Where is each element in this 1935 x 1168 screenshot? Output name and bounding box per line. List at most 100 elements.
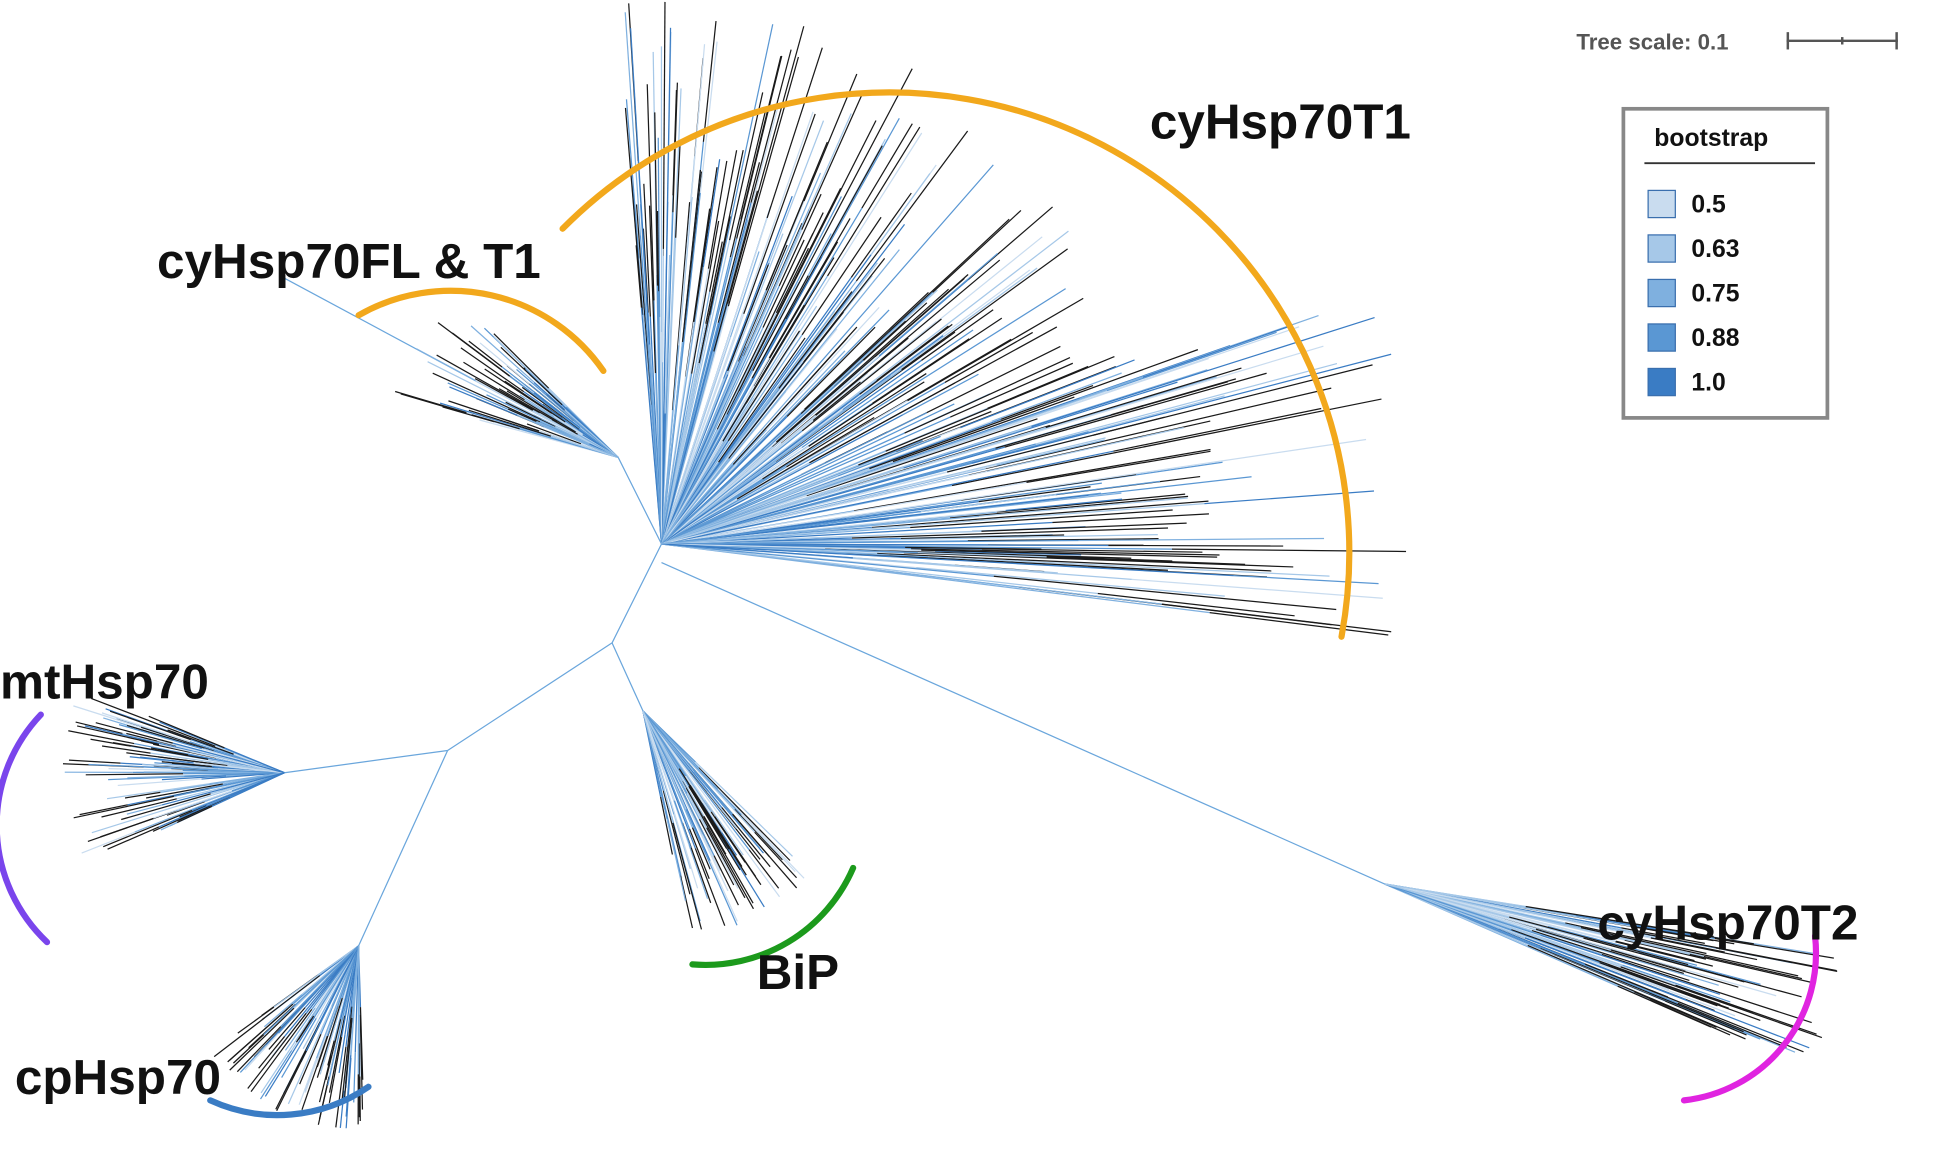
branch: [314, 945, 360, 1017]
branch: [359, 1007, 364, 1080]
branch: [662, 1, 666, 256]
branch: [68, 730, 135, 745]
branch: [1384, 883, 1651, 939]
branch: [88, 763, 129, 767]
branch: [736, 416, 875, 500]
branch: [1233, 574, 1379, 585]
branch: [460, 347, 525, 393]
branch: [833, 224, 906, 318]
branch: [1045, 367, 1242, 429]
branch: [1209, 612, 1389, 636]
branch: [774, 196, 842, 325]
branch: [1675, 984, 1754, 1013]
branch: [660, 323, 707, 545]
branch: [661, 359, 922, 545]
branch: [299, 1034, 322, 1085]
clade-arc: [689, 864, 857, 968]
branch: [661, 426, 1046, 545]
branch: [1677, 1002, 1787, 1048]
branch: [1680, 990, 1761, 1021]
branch: [157, 756, 228, 767]
branch: [1601, 953, 1812, 1024]
branch: [679, 875, 694, 929]
branch: [302, 1018, 320, 1050]
branch: [839, 309, 890, 361]
branch: [439, 402, 543, 435]
branch: [801, 329, 974, 449]
branch: [916, 566, 1225, 597]
branch: [722, 304, 805, 442]
branch: [727, 56, 800, 307]
branch: [1535, 928, 1685, 975]
branch: [661, 530, 982, 545]
branch: [643, 183, 651, 317]
branch: [804, 292, 929, 410]
branch: [778, 193, 822, 287]
clade-label: BiP: [757, 945, 839, 1000]
branch: [661, 462, 973, 545]
legend-swatch: [1647, 278, 1676, 308]
branch: [648, 205, 657, 374]
branch: [1565, 922, 1707, 955]
branch: [771, 274, 969, 447]
branch: [90, 697, 216, 747]
branch: [516, 368, 542, 392]
branch: [726, 26, 805, 304]
branch: [672, 822, 703, 930]
clade-arc: [1680, 932, 1820, 1104]
branch: [642, 710, 736, 837]
branch: [1527, 944, 1746, 1040]
branch: [709, 150, 738, 292]
branch: [815, 372, 869, 418]
branch: [128, 765, 285, 774]
branch: [664, 255, 671, 414]
branch: [661, 561, 1386, 885]
branch: [484, 368, 553, 414]
branch: [345, 1055, 352, 1117]
branch: [468, 340, 503, 368]
branch: [533, 382, 565, 411]
branch: [659, 796, 674, 855]
legend-box: [1621, 106, 1830, 420]
branch: [91, 819, 132, 834]
branch: [1634, 991, 1717, 1028]
branch: [842, 335, 944, 411]
branch: [661, 446, 1005, 545]
branch: [81, 831, 135, 854]
branch: [1081, 376, 1217, 419]
branch: [1599, 962, 1705, 1002]
branch: [1584, 963, 1804, 1053]
branch: [157, 739, 236, 761]
branch: [533, 392, 581, 429]
branch: [79, 804, 128, 816]
branch: [328, 1037, 343, 1103]
branch: [686, 792, 739, 889]
branch: [304, 1026, 330, 1093]
branch: [821, 412, 928, 466]
branch: [229, 1007, 295, 1071]
branch: [681, 169, 702, 342]
branch: [723, 195, 793, 379]
branch: [869, 349, 1199, 470]
branch: [1078, 537, 1325, 542]
branch: [762, 373, 927, 480]
branch: [107, 826, 160, 850]
branch: [661, 378, 877, 545]
branch: [263, 994, 303, 1028]
branch: [236, 1026, 282, 1073]
branch: [661, 472, 1141, 545]
branch: [745, 172, 822, 347]
branch: [1026, 450, 1211, 483]
branch: [753, 132, 923, 399]
branch: [1624, 939, 1707, 960]
branch: [768, 218, 851, 359]
branch: [646, 84, 655, 301]
branch: [172, 742, 285, 774]
branch: [727, 264, 769, 372]
branch: [967, 538, 1159, 542]
branch: [661, 494, 1089, 545]
branch: [857, 533, 1158, 541]
branch: [208, 758, 285, 774]
branch: [920, 494, 1057, 513]
branch: [297, 1015, 315, 1041]
